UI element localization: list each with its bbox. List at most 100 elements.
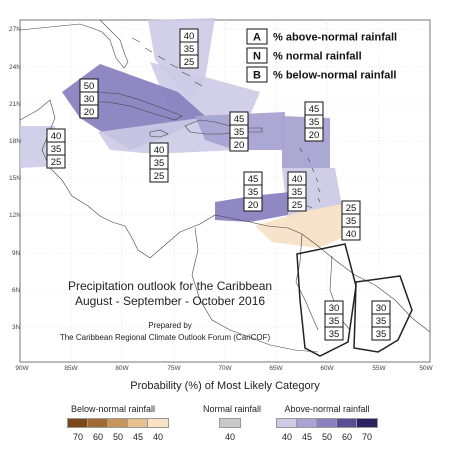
prepared-by: Prepared by <box>148 321 192 330</box>
longitude-labels: 90W 85W 80W 75W 70W 65W 60W 55W 50W <box>15 365 433 372</box>
prob-value: 30 <box>329 303 340 314</box>
legend-swatch-below <box>67 418 89 428</box>
prob-cell <box>79 104 99 119</box>
key-text-b: % below-normal rainfall <box>273 70 396 82</box>
prob-value: 40 <box>184 31 195 42</box>
prob-value: 25 <box>184 57 195 68</box>
prob-value: 40 <box>346 229 357 240</box>
latitude-labels: 27N 24N 21N 18N 15N 12N 9N 6N 3N <box>9 26 21 331</box>
prob-value: 35 <box>346 216 357 227</box>
prob-box-northern-leewards: 45 35 20 <box>304 101 324 142</box>
prob-value: 20 <box>248 200 259 211</box>
prob-cell <box>243 197 263 212</box>
prob-value: 35 <box>309 117 320 128</box>
prob-cell <box>179 54 199 69</box>
lat-label: 21N <box>9 101 21 108</box>
legend-below-label: Below-normal rainfall <box>70 404 156 414</box>
prob-value: 20 <box>309 130 320 141</box>
prob-value: 35 <box>184 44 195 55</box>
lon-label: 80W <box>115 365 129 372</box>
cuba-coast <box>81 91 183 121</box>
prob-box-suriname-french-guiana: 30 35 35 <box>371 300 391 341</box>
prob-value: 35 <box>376 329 387 340</box>
prob-box-trinidad-guyana-coast: 25 35 40 <box>341 200 361 241</box>
key-text-a: % above-normal rainfall <box>273 32 397 44</box>
prob-cell <box>324 326 344 341</box>
legend-value-above: 50 <box>321 432 332 442</box>
bahamas-islands <box>131 37 203 87</box>
key-box-n <box>246 47 268 64</box>
lat-label: 9N <box>12 250 21 257</box>
prob-box-hispaniola-puerto-rico: 45 35 20 <box>229 111 249 152</box>
prob-value: 35 <box>51 144 62 155</box>
prob-value: 40 <box>292 174 303 185</box>
prob-cell <box>371 326 391 341</box>
legend-value-above: 60 <box>341 432 352 442</box>
legend-swatch-below <box>147 418 169 428</box>
legend-swatch-above <box>336 418 358 428</box>
legend-swatch-normal <box>219 418 241 428</box>
zone-trinidad-guyana-shading <box>255 204 342 248</box>
map-title-block: Precipitation outlook for the Caribbean … <box>60 279 272 342</box>
prob-box-southern-caribbean: 45 35 20 <box>243 171 263 212</box>
key-letter-b: B <box>253 70 261 82</box>
lat-label: 12N <box>9 212 21 219</box>
key-text-n: % normal rainfall <box>273 51 362 63</box>
legend-value-below: 45 <box>132 432 143 442</box>
legend-above-label: Above-normal rainfall <box>284 404 370 414</box>
lon-label: 55W <box>372 365 386 372</box>
prob-value: 25 <box>292 200 303 211</box>
prob-cell <box>229 137 249 152</box>
legend-value-below: 40 <box>152 432 163 442</box>
prob-value: 20 <box>84 107 95 118</box>
lon-label: 65W <box>269 365 283 372</box>
legend-swatch-above <box>296 418 318 428</box>
map-title-line2: August - September - October 2016 <box>75 294 265 308</box>
prob-cell <box>304 127 324 142</box>
prob-value: 35 <box>292 187 303 198</box>
legend-normal-label: Normal rainfall <box>202 404 262 414</box>
prob-value: 25 <box>346 203 357 214</box>
legend-value-below: 70 <box>72 432 83 442</box>
key-box-a <box>246 28 268 45</box>
lon-label: 75W <box>167 365 181 372</box>
probability-boxes: 40 35 25 50 30 20 40 35 25 40 35 25 45 35 20 45 35 20 45 35… <box>46 28 391 341</box>
legend-value-below: 50 <box>112 432 123 442</box>
lat-label: 15N <box>9 175 21 182</box>
legend-swatch-below <box>87 418 109 428</box>
gulf-coast <box>19 23 93 31</box>
zone-guyana-outline <box>296 243 357 357</box>
jamaica-coast <box>149 129 169 138</box>
legend-swatch-above <box>356 418 378 428</box>
prob-box-windwards: 40 35 25 <box>287 171 307 212</box>
prob-box-western-caribbean: 40 35 25 <box>46 128 66 169</box>
prob-cell <box>341 226 361 241</box>
legend-value-normal: 40 <box>224 432 235 442</box>
legend-swatch-below <box>127 418 149 428</box>
south-america-coast <box>149 214 431 333</box>
prob-value: 45 <box>309 104 320 115</box>
lat-label: 27N <box>9 26 21 33</box>
legend-value-above: 45 <box>301 432 312 442</box>
lon-label: 60W <box>320 365 334 372</box>
yucatan-central-america-coast <box>19 99 151 259</box>
prob-value: 35 <box>329 329 340 340</box>
legend-value-above: 70 <box>361 432 372 442</box>
prob-cell <box>46 154 66 169</box>
legend-swatch-above <box>316 418 338 428</box>
prob-value: 35 <box>154 158 165 169</box>
category-key: A % above-normal rainfall N % normal rai… <box>246 28 397 83</box>
prob-value: 35 <box>234 127 245 138</box>
prob-value: 20 <box>234 140 245 151</box>
caribbean-outlook-map: 27N 24N 21N 18N 15N 12N 9N 6N 3N 90W 85W… <box>9 18 434 372</box>
prob-value: 35 <box>248 187 259 198</box>
lat-label: 6N <box>12 287 21 294</box>
legend-value-above: 40 <box>281 432 292 442</box>
prob-value: 45 <box>234 114 245 125</box>
prob-value: 50 <box>84 81 95 92</box>
organization-credit: The Caribbean Regional Climate Outlook F… <box>60 333 271 342</box>
prob-value: 30 <box>84 94 95 105</box>
venezuela-colombia-border <box>191 227 319 353</box>
legend-title: Probability (%) of Most Likely Category <box>130 380 320 392</box>
lat-label: 24N <box>9 64 21 71</box>
